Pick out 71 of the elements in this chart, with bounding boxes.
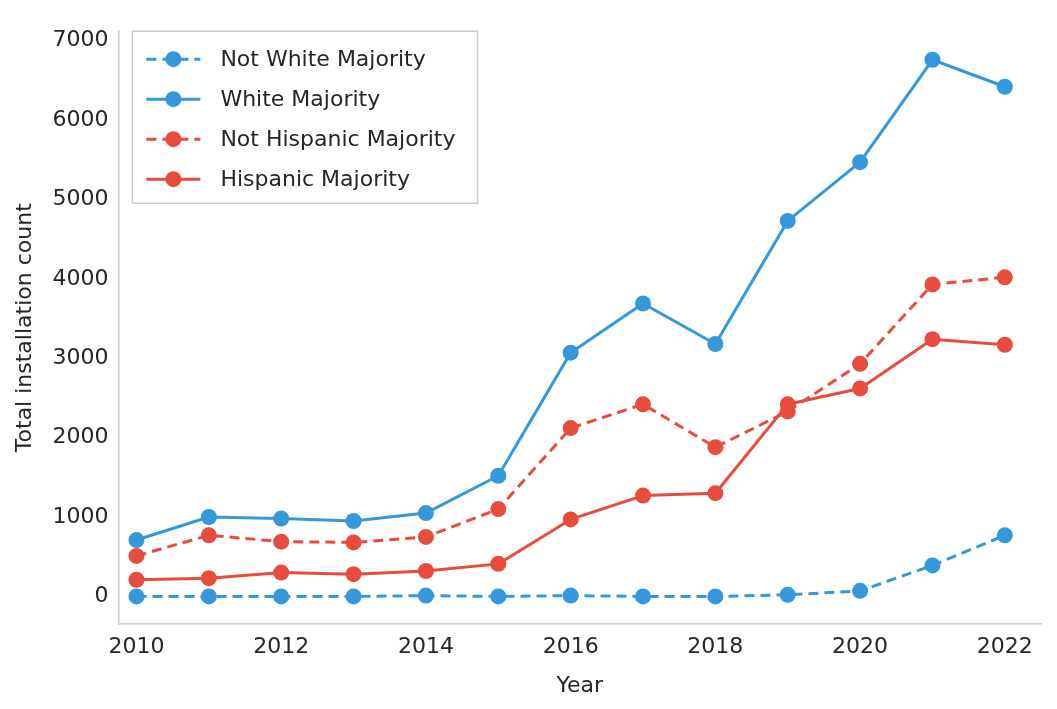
point xyxy=(128,547,145,564)
point xyxy=(635,396,652,413)
point xyxy=(273,588,290,605)
y-tick-label: 4000 xyxy=(52,264,109,290)
point xyxy=(996,336,1013,353)
point xyxy=(924,276,941,293)
point xyxy=(852,355,869,372)
point xyxy=(200,588,217,605)
point xyxy=(635,588,652,605)
y-axis-title: Total installation count xyxy=(10,202,36,454)
point xyxy=(490,555,507,572)
x-tick-label: 2020 xyxy=(832,633,889,659)
point xyxy=(562,511,579,528)
y-tick-label: 5000 xyxy=(52,185,109,211)
point xyxy=(707,335,724,352)
y-tick-label: 7000 xyxy=(52,26,109,52)
point xyxy=(417,587,434,604)
legend-label: Not White Majority xyxy=(220,45,426,71)
x-tick-label: 2018 xyxy=(687,633,744,659)
point xyxy=(128,532,145,549)
point xyxy=(852,582,869,599)
x-tick-label: 2016 xyxy=(542,633,599,659)
point xyxy=(417,563,434,580)
point xyxy=(635,295,652,312)
point xyxy=(996,78,1013,95)
point xyxy=(924,557,941,574)
point xyxy=(779,212,796,229)
point xyxy=(562,420,579,437)
point xyxy=(490,588,507,605)
point xyxy=(273,533,290,550)
point xyxy=(490,501,507,518)
point xyxy=(852,380,869,397)
point xyxy=(273,564,290,581)
legend-label: White Majority xyxy=(220,85,381,111)
point xyxy=(273,510,290,527)
point xyxy=(996,527,1013,544)
y-tick-label: 1000 xyxy=(52,502,109,528)
point xyxy=(345,513,362,529)
x-tick-label: 2014 xyxy=(397,633,454,659)
y-tick-label: 2000 xyxy=(52,423,109,449)
point xyxy=(924,51,941,68)
point xyxy=(128,588,145,605)
legend-label: Hispanic Majority xyxy=(220,165,410,191)
point xyxy=(707,485,724,502)
point xyxy=(490,467,507,484)
point xyxy=(707,588,724,605)
y-tick-label: 6000 xyxy=(52,105,109,131)
point xyxy=(200,527,217,544)
point xyxy=(417,528,434,545)
point xyxy=(852,154,869,171)
x-tick-label: 2022 xyxy=(976,633,1033,659)
point xyxy=(562,344,579,361)
x-tick-label: 2010 xyxy=(108,633,165,659)
point xyxy=(707,439,724,456)
point xyxy=(345,588,362,605)
y-tick-label: 0 xyxy=(94,582,109,608)
point xyxy=(924,331,941,348)
point xyxy=(345,534,362,551)
point xyxy=(635,487,652,504)
point xyxy=(128,571,145,588)
x-tick-label: 2012 xyxy=(253,633,310,659)
point xyxy=(779,586,796,603)
point xyxy=(200,509,217,526)
point xyxy=(345,566,362,583)
point xyxy=(562,587,579,604)
y-tick-label: 3000 xyxy=(52,343,109,369)
point xyxy=(417,505,434,522)
x-axis-title: Year xyxy=(555,671,604,697)
point xyxy=(200,570,217,587)
legend-label: Not Hispanic Majority xyxy=(220,125,456,151)
point xyxy=(996,269,1013,286)
